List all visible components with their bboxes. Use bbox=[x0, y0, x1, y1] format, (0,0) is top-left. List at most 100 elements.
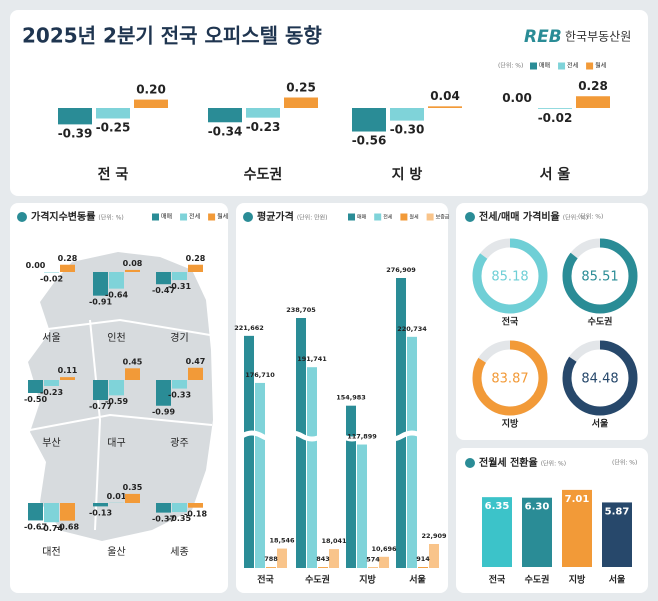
bar bbox=[318, 567, 328, 568]
bar bbox=[307, 367, 317, 568]
bar bbox=[418, 567, 428, 568]
value-label: -0.64 bbox=[105, 291, 128, 300]
value-label: -0.23 bbox=[246, 120, 281, 134]
category-label: 서울 bbox=[609, 574, 626, 586]
bar bbox=[255, 382, 265, 568]
donut-arc bbox=[472, 340, 548, 416]
legend-label: 월세 bbox=[595, 62, 606, 70]
value-label: -0.13 bbox=[89, 508, 112, 517]
value-label: -0.23 bbox=[40, 388, 63, 397]
category-label: 대구 bbox=[107, 437, 125, 449]
bar bbox=[277, 548, 287, 568]
category-label: 수도권 bbox=[525, 574, 550, 586]
bar bbox=[396, 278, 406, 568]
value-label: 18,041 bbox=[321, 537, 347, 545]
unit-label: (단위: %) bbox=[578, 213, 603, 221]
category-label: 수도권 bbox=[244, 167, 283, 183]
logo-mark: REB bbox=[524, 27, 562, 47]
panel-icon bbox=[465, 458, 475, 468]
value-label: 6.35 bbox=[485, 501, 510, 512]
legend-label: 월세 bbox=[409, 214, 419, 221]
category-label: 전국 bbox=[489, 574, 506, 586]
category-label: 지 방 bbox=[392, 166, 423, 183]
value-label: 117,899 bbox=[347, 433, 377, 441]
value-label: -0.99 bbox=[152, 408, 175, 417]
bar bbox=[390, 108, 424, 121]
value-label: -0.30 bbox=[390, 123, 425, 137]
bar bbox=[329, 549, 339, 568]
unit-label: (단위: %) bbox=[498, 62, 523, 70]
legend-label: 전세 bbox=[567, 62, 578, 70]
legend-swatch bbox=[374, 213, 382, 221]
value-label: 788 bbox=[264, 555, 278, 563]
bar bbox=[379, 556, 389, 568]
bar bbox=[538, 108, 572, 109]
category-label: 광주 bbox=[170, 437, 188, 449]
value-label: -0.31 bbox=[168, 282, 191, 291]
bar bbox=[96, 108, 130, 119]
bar bbox=[109, 380, 124, 396]
category-label: 서 울 bbox=[540, 166, 571, 183]
value-label: 0.01 bbox=[107, 492, 127, 501]
category-label: 부산 bbox=[42, 437, 60, 449]
category-label: 수도권 bbox=[305, 574, 330, 586]
bar bbox=[58, 108, 92, 125]
bar bbox=[93, 272, 108, 296]
legend-label: 전세 bbox=[189, 213, 200, 221]
value-label: 0.35 bbox=[123, 483, 143, 492]
value-label: 574 bbox=[366, 555, 380, 563]
legend-swatch bbox=[530, 62, 537, 70]
bar bbox=[172, 272, 187, 281]
legend-label: 매매 bbox=[161, 213, 172, 221]
value-label: -0.35 bbox=[168, 514, 191, 523]
value-label: -0.68 bbox=[56, 523, 79, 532]
bar bbox=[244, 335, 254, 568]
bar bbox=[429, 544, 439, 568]
category-label: 전국 bbox=[502, 316, 519, 328]
category-label: 지방 bbox=[359, 574, 376, 586]
value-label: -0.74 bbox=[40, 524, 63, 533]
legend-swatch bbox=[558, 62, 566, 70]
category-label: 세종 bbox=[170, 546, 188, 558]
bar bbox=[284, 97, 318, 108]
bar bbox=[156, 272, 171, 285]
value-label: -0.25 bbox=[96, 121, 131, 135]
legend-swatch bbox=[586, 62, 594, 70]
unit-label: (단위: %) bbox=[563, 214, 588, 222]
value-label: -0.59 bbox=[105, 397, 128, 406]
value-label: -0.47 bbox=[152, 286, 175, 295]
panel bbox=[10, 10, 648, 196]
value-label: 6.30 bbox=[525, 502, 550, 513]
bar bbox=[44, 380, 59, 386]
bar bbox=[602, 502, 632, 567]
value-label: -0.50 bbox=[24, 395, 47, 404]
value-label: 0.28 bbox=[578, 79, 608, 93]
unit-label: (단위: %) bbox=[541, 460, 566, 468]
bar bbox=[188, 367, 203, 380]
panel-title: 평균가격 bbox=[257, 210, 294, 223]
value-label: -0.02 bbox=[538, 111, 573, 125]
donut-arc bbox=[562, 238, 638, 314]
value-label: 221,662 bbox=[234, 324, 264, 332]
legend-swatch bbox=[152, 213, 159, 221]
category-label: 지방 bbox=[502, 418, 519, 430]
value-label: 84.48 bbox=[581, 372, 618, 387]
bar bbox=[522, 497, 552, 567]
panel-icon bbox=[465, 212, 475, 222]
value-label: 83.87 bbox=[491, 372, 528, 387]
bar bbox=[28, 380, 43, 393]
category-label: 서울 bbox=[592, 418, 609, 430]
donut-arc bbox=[472, 238, 548, 314]
value-label: 0.00 bbox=[502, 91, 532, 105]
bar bbox=[346, 405, 356, 568]
value-label: -0.56 bbox=[352, 134, 387, 148]
axis-break bbox=[240, 430, 444, 442]
value-label: 154,983 bbox=[336, 394, 366, 402]
value-label: 0.47 bbox=[186, 357, 206, 366]
unit-label: (단위: %) bbox=[98, 214, 123, 222]
value-label: -0.34 bbox=[208, 124, 243, 138]
category-label: 수도권 bbox=[588, 316, 613, 328]
category-label: 경기 bbox=[170, 331, 188, 344]
bar bbox=[172, 380, 187, 389]
